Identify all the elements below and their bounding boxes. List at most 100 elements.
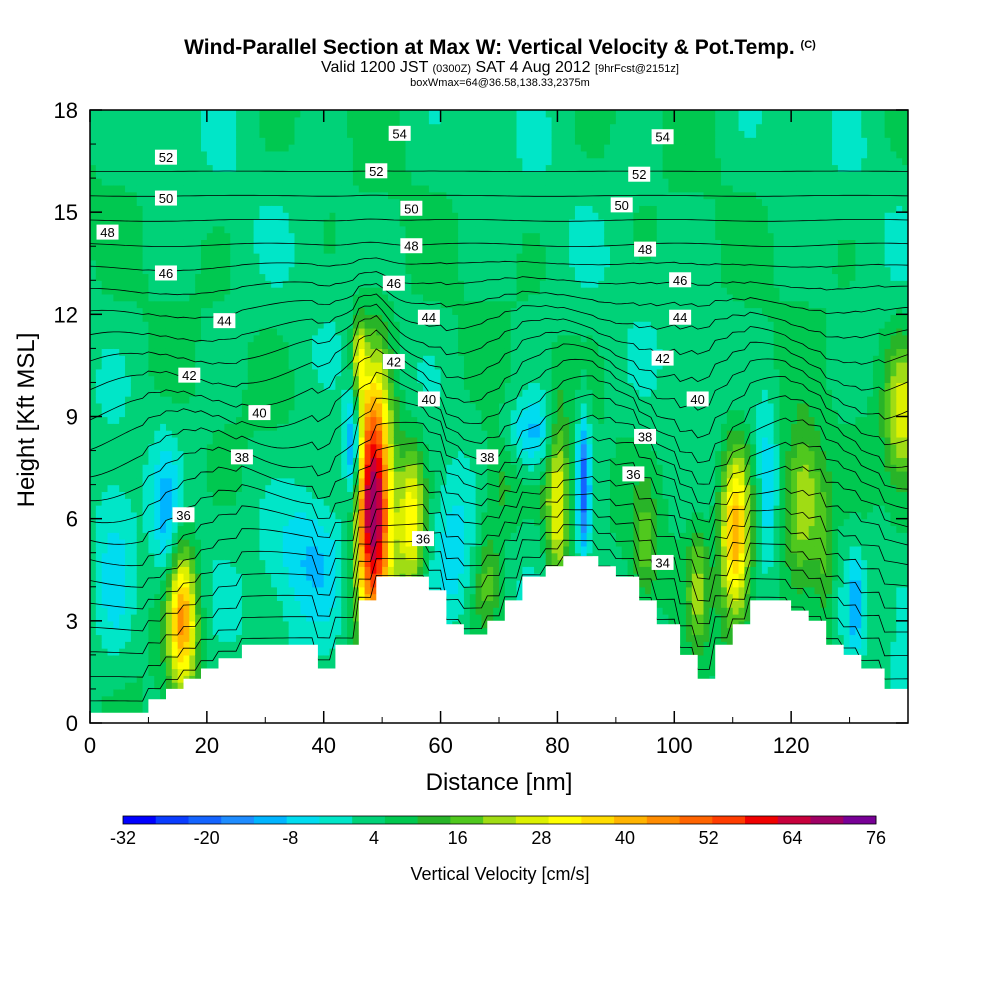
w-cell: [178, 185, 184, 192]
w-cell: [119, 233, 125, 240]
w-cell: [283, 423, 289, 430]
w-cell: [242, 246, 248, 253]
w-cell: [259, 560, 265, 567]
w-cell: [137, 233, 143, 240]
w-cell: [283, 382, 289, 389]
w-cell: [143, 233, 149, 240]
w-cell: [382, 491, 388, 498]
w-cell: [131, 199, 137, 206]
w-cell: [213, 253, 219, 260]
w-cell: [125, 164, 131, 171]
w-cell: [248, 110, 254, 117]
w-cell: [160, 628, 166, 635]
w-cell: [330, 417, 336, 424]
w-cell: [347, 130, 353, 137]
w-cell: [213, 423, 219, 430]
w-cell: [359, 423, 365, 430]
w-cell: [324, 519, 330, 526]
w-cell: [189, 560, 195, 567]
w-cell: [137, 199, 143, 206]
w-cell: [178, 151, 184, 158]
w-cell: [178, 662, 184, 669]
w-cell: [108, 294, 114, 301]
w-cell: [382, 389, 388, 396]
w-cell: [370, 226, 376, 233]
w-cell: [271, 539, 277, 546]
w-cell: [160, 648, 166, 655]
w-cell: [335, 403, 341, 410]
w-cell: [143, 437, 149, 444]
w-cell: [96, 253, 102, 260]
w-cell: [108, 498, 114, 505]
w-cell: [335, 430, 341, 437]
w-cell: [400, 117, 406, 124]
w-cell: [189, 273, 195, 280]
w-cell: [236, 158, 242, 165]
w-cell: [183, 219, 189, 226]
w-cell: [131, 158, 137, 165]
w-cell: [365, 587, 371, 594]
w-cell: [207, 628, 213, 635]
w-cell: [113, 437, 119, 444]
w-cell: [125, 389, 131, 396]
w-cell: [359, 342, 365, 349]
w-cell: [154, 294, 160, 301]
w-cell: [265, 628, 271, 635]
w-cell: [137, 587, 143, 594]
w-cell: [125, 369, 131, 376]
w-cell: [277, 185, 283, 192]
w-cell: [388, 485, 394, 492]
w-cell: [289, 389, 295, 396]
w-cell: [195, 246, 201, 253]
w-cell: [236, 253, 242, 260]
w-cell: [318, 124, 324, 131]
w-cell: [166, 600, 172, 607]
w-cell: [335, 164, 341, 171]
w-cell: [160, 417, 166, 424]
w-cell: [108, 451, 114, 458]
w-cell: [406, 253, 412, 260]
w-cell: [113, 512, 119, 519]
w-cell: [102, 485, 108, 492]
w-cell: [394, 437, 400, 444]
w-cell: [207, 273, 213, 280]
w-cell: [125, 294, 131, 301]
w-cell: [119, 158, 125, 165]
w-cell: [189, 124, 195, 131]
w-cell: [148, 607, 154, 614]
w-cell: [341, 621, 347, 628]
w-cell: [400, 560, 406, 567]
w-cell: [148, 137, 154, 144]
w-cell: [219, 546, 225, 553]
w-cell: [108, 178, 114, 185]
w-cell: [131, 464, 137, 471]
w-cell: [341, 464, 347, 471]
w-cell: [102, 457, 108, 464]
w-cell: [376, 382, 382, 389]
w-cell: [259, 205, 265, 212]
w-cell: [248, 205, 254, 212]
w-cell: [306, 376, 312, 383]
w-cell: [324, 648, 330, 655]
w-cell: [277, 532, 283, 539]
w-cell: [289, 471, 295, 478]
w-cell: [131, 246, 137, 253]
w-cell: [259, 621, 265, 628]
w-cell: [219, 348, 225, 355]
w-cell: [365, 430, 371, 437]
w-cell: [178, 471, 184, 478]
w-cell: [365, 321, 371, 328]
w-cell: [388, 233, 394, 240]
w-cell: [137, 491, 143, 498]
w-cell: [160, 464, 166, 471]
w-cell: [300, 430, 306, 437]
w-cell: [242, 587, 248, 594]
w-cell: [365, 444, 371, 451]
w-cell: [219, 117, 225, 124]
w-cell: [265, 614, 271, 621]
w-cell: [137, 662, 143, 669]
w-cell: [195, 348, 201, 355]
w-cell: [365, 457, 371, 464]
w-cell: [271, 117, 277, 124]
w-cell: [90, 628, 96, 635]
